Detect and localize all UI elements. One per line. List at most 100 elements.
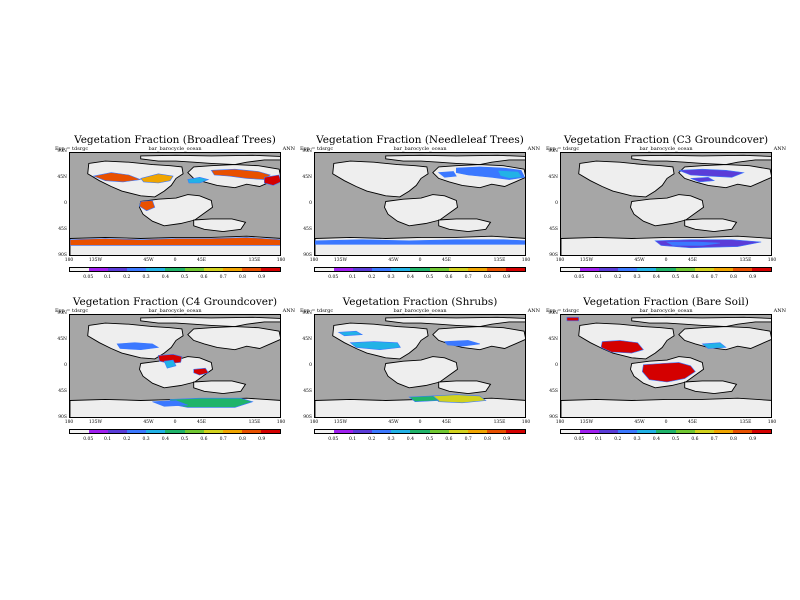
case-label: bar_barocycle_ocean [148, 308, 202, 314]
lon-tick-label: 45E [196, 258, 207, 263]
lat-tick-label: 0 [64, 201, 67, 206]
lat-tick-label: 45N [57, 175, 67, 180]
fraction-region-1 [690, 176, 716, 183]
colorbar [560, 429, 772, 434]
lon-tick-label: 180 [64, 258, 74, 263]
lon-tick-label: 180 [309, 258, 319, 263]
colorbar-swatch-1 [334, 268, 354, 271]
lat-tick-label: 90N [548, 149, 558, 154]
lon-tick-label: 45E [441, 258, 452, 263]
season-label: ANN [282, 146, 295, 152]
colorbar-label: 0.1 [594, 275, 603, 280]
land-mass-3 [630, 194, 704, 227]
lon-tick-label: 180 [309, 420, 319, 425]
colorbar-label: 0.8 [483, 275, 492, 280]
colorbar-label: 0.5 [426, 437, 434, 442]
colorbar-label: 0.7 [710, 437, 718, 442]
fraction-region-1 [432, 394, 487, 404]
colorbar-label: 0.4 [406, 275, 414, 280]
lon-tick-label: 180 [767, 258, 777, 263]
fraction-region-2 [566, 317, 579, 322]
colorbar-label: 0.05 [83, 437, 94, 442]
lon-tick-label: 135W [88, 258, 103, 263]
colorbar-label: 0.5 [181, 275, 189, 280]
experiment-label: Exp = tdsrgc [300, 308, 334, 314]
land-mass-0 [631, 154, 771, 166]
colorbar-label: 0.7 [710, 275, 718, 280]
colorbar-label: 0.9 [258, 437, 266, 442]
lat-tick-label: 90S [58, 415, 67, 420]
colorbar-swatch-9 [241, 430, 261, 433]
colorbar-label: 0.4 [161, 275, 169, 280]
land-mass-1 [578, 160, 675, 198]
case-label: bar_barocycle_ocean [148, 146, 202, 152]
fraction-region-0 [678, 168, 745, 178]
land-mass-0 [140, 154, 280, 166]
colorbar-label: 0.6 [691, 437, 699, 442]
colorbar-swatch-0 [315, 430, 335, 433]
colorbar [314, 429, 526, 434]
fraction-region-0 [600, 340, 644, 354]
fraction-region-1 [641, 362, 696, 383]
land-mass-5 [561, 397, 771, 417]
lat-tick-label: 45S [549, 389, 558, 394]
map-plot [314, 152, 526, 256]
lat-tick-label: 45N [548, 175, 558, 180]
lon-tick-label: 180 [276, 420, 286, 425]
colorbar-label: 0.5 [672, 275, 680, 280]
lat-tick-label: 90S [549, 253, 558, 258]
panel-title: Vegetation Fraction (Needleleaf Trees) [316, 134, 524, 146]
lon-tick-label: 45E [441, 420, 452, 425]
lat-tick-label: 90N [302, 149, 312, 154]
colorbar-swatch-7 [694, 268, 714, 271]
land-mass-1 [332, 160, 429, 198]
colorbar-swatch-4 [637, 268, 657, 271]
colorbar-label: 0.05 [574, 437, 585, 442]
colorbar-swatch-5 [656, 430, 676, 433]
lat-tick-label: 90S [549, 415, 558, 420]
land-mass-4 [438, 380, 492, 395]
colorbar [69, 429, 281, 434]
fraction-region-2 [408, 395, 440, 403]
colorbar-swatch-8 [467, 430, 487, 433]
lon-tick-label: 45W [634, 258, 645, 263]
colorbar-swatch-9 [486, 430, 506, 433]
colorbar-label: 0.9 [503, 437, 511, 442]
experiment-label: Exp = tdsrgc [55, 308, 89, 314]
colorbar [314, 267, 526, 272]
lon-tick-label: 0 [418, 258, 422, 263]
lat-tick-label: 90S [303, 415, 312, 420]
panel-title: Vegetation Fraction (C3 Groundcover) [563, 134, 769, 146]
land-mass-4 [438, 218, 492, 233]
panel-3: Vegetation Fraction (C3 Groundcover) Exp … [546, 134, 786, 294]
colorbar-swatch-4 [391, 430, 411, 433]
land-mass-4 [193, 218, 247, 233]
lon-tick-label: 45W [143, 258, 154, 263]
lon-tick-label: 0 [173, 258, 177, 263]
land-mass-1 [87, 322, 184, 360]
colorbar-swatch-0 [315, 268, 335, 271]
colorbar-swatch-10 [260, 268, 281, 271]
case-label: bar_barocycle_ocean [393, 308, 447, 314]
fraction-region-2 [163, 359, 177, 369]
colorbar-label: 0.05 [328, 437, 339, 442]
lat-tick-label: 90N [57, 149, 67, 154]
fraction-region-0 [349, 341, 401, 351]
lat-tick-label: 0 [555, 201, 558, 206]
fraction-region-1 [140, 173, 174, 184]
colorbar-swatch-3 [127, 268, 147, 271]
colorbar-swatch-10 [751, 430, 772, 433]
map-svg [561, 153, 771, 255]
map-svg [70, 315, 280, 417]
lat-tick-label: 90S [303, 253, 312, 258]
case-label: bar_barocycle_ocean [639, 308, 693, 314]
colorbar-swatch-2 [108, 268, 128, 271]
season-label: ANN [773, 146, 786, 152]
colorbar-swatch-6 [184, 268, 204, 271]
colorbar-swatch-0 [70, 268, 90, 271]
land-mass-4 [193, 380, 247, 395]
colorbar-swatch-3 [618, 430, 638, 433]
lon-tick-label: 180 [555, 420, 565, 425]
colorbar-label: 0.8 [729, 437, 738, 442]
colorbar-label: 0.3 [142, 275, 150, 280]
